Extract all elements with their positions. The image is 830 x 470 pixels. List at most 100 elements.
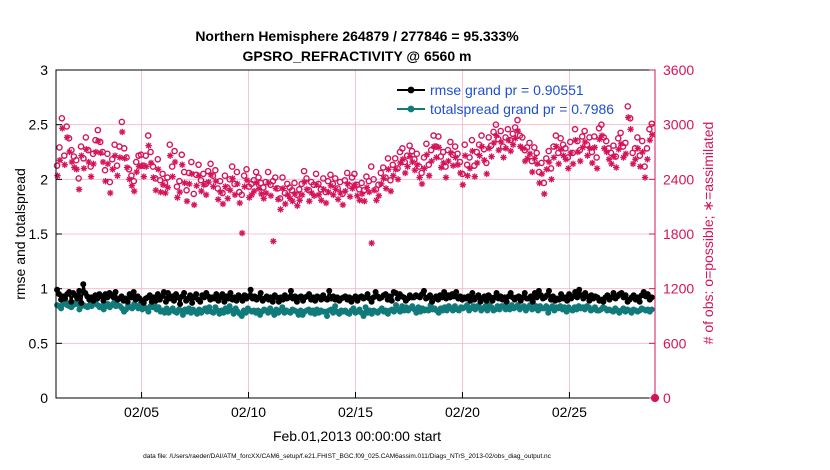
- assimilated-obs-point: [574, 148, 582, 156]
- possible-obs-point: [149, 163, 157, 170]
- assimilated-obs-point: [327, 182, 335, 189]
- rmse-point: [68, 298, 75, 305]
- possible-obs-point: [648, 120, 656, 128]
- assimilated-obs-point: [87, 173, 95, 180]
- assimilated-obs-point: [452, 154, 459, 161]
- possible-obs-point: [610, 142, 617, 149]
- left-y-axis: 0 0.5 1 1.5 2 2.5 3: [29, 62, 62, 406]
- assimilated-obs-point: [274, 196, 282, 203]
- assimilated-obs-point: [265, 179, 272, 187]
- assimilated-obs-point: [145, 142, 152, 149]
- assimilated-obs-point: [390, 172, 397, 179]
- assimilated-obs-point: [615, 146, 622, 153]
- possible-obs-point: [478, 132, 485, 139]
- assimilated-obs-point: [193, 182, 200, 189]
- possible-obs-point: [303, 175, 310, 182]
- possible-obs-point: [319, 175, 327, 182]
- assimilated-obs-point: [593, 165, 601, 172]
- assimilated-obs-point: [637, 163, 644, 170]
- assimilated-obs-point: [579, 144, 586, 151]
- assimilated-obs-point: [649, 131, 656, 138]
- right-y-tick-label: 3600: [663, 62, 694, 78]
- assimilated-obs-point: [258, 190, 265, 198]
- left-y-tick-label: 2.5: [29, 117, 49, 133]
- assimilated-obs-point: [181, 179, 188, 187]
- assimilated-obs-point: [644, 156, 651, 163]
- assimilated-obs-point: [342, 187, 349, 195]
- assimilated-obs-point: [205, 178, 212, 186]
- assimilated-obs-point: [411, 167, 419, 174]
- right-y-tick-label: 1200: [663, 281, 694, 297]
- assimilated-obs-point: [433, 154, 440, 161]
- assimilated-obs-point: [320, 186, 327, 193]
- assimilated-obs-point: [457, 169, 464, 177]
- possible-obs-point: [379, 164, 387, 171]
- assimilated-obs-point: [385, 166, 392, 173]
- assimilated-obs-point: [557, 146, 565, 153]
- possible-obs-point: [190, 190, 198, 198]
- assimilated-obs-point: [483, 170, 490, 178]
- assimilated-obs-point: [102, 177, 109, 185]
- possible-obs-point: [178, 151, 186, 159]
- possible-obs-point: [454, 150, 461, 158]
- assimilated-obs-point: [294, 202, 301, 209]
- assimilated-obs-point: [114, 172, 121, 179]
- possible-obs-point: [238, 191, 246, 199]
- possible-obs-point: [643, 145, 651, 152]
- assimilated-obs-point: [541, 190, 548, 198]
- assimilated-obs-point: [562, 156, 570, 163]
- rmse-point: [648, 294, 655, 301]
- possible-obs-point: [638, 137, 646, 145]
- totalspread-point: [360, 313, 367, 319]
- rmse-point: [124, 298, 131, 305]
- rmse-point: [247, 286, 254, 293]
- possible-obs-point: [387, 176, 394, 184]
- assimilated-obs-point: [277, 206, 284, 213]
- possible-obs-point: [593, 154, 600, 161]
- assimilated-obs-point: [490, 139, 498, 147]
- possible-obs-point: [195, 161, 202, 169]
- possible-obs-point: [552, 132, 560, 139]
- possible-obs-point: [82, 134, 90, 141]
- assimilated-obs-point: [272, 185, 279, 192]
- assimilated-obs-point: [162, 189, 169, 197]
- possible-obs-point: [377, 169, 385, 177]
- assimilated-obs-point: [229, 175, 236, 182]
- possible-obs-point: [526, 139, 533, 147]
- assimilated-obs-point: [435, 144, 442, 151]
- assimilated-obs-point: [296, 197, 303, 204]
- rmse-point: [221, 298, 228, 305]
- assimilated-obs-point: [198, 187, 205, 195]
- totalspread-point: [324, 313, 331, 319]
- assimilated-obs-point: [466, 165, 474, 172]
- assimilated-obs-point: [176, 188, 183, 196]
- assimilated-obs-point: [250, 187, 258, 195]
- assimilated-obs-point: [406, 153, 414, 160]
- assimilated-obs-point: [497, 138, 505, 146]
- possible-obs-point: [490, 128, 497, 136]
- possible-obs-point: [166, 141, 174, 149]
- assimilated-obs-point: [133, 168, 140, 176]
- possible-obs-point: [492, 121, 500, 128]
- x-axis: 02/05 02/10 02/15 02/20 02/25: [124, 392, 587, 420]
- possible-obs-point: [142, 152, 150, 159]
- rmse-point: [441, 288, 448, 295]
- assimilated-obs-point: [555, 160, 562, 168]
- assimilated-obs-point: [502, 145, 510, 152]
- assimilated-obs-point: [613, 164, 620, 171]
- assimilated-obs-point: [533, 160, 541, 168]
- assimilated-obs-point: [488, 153, 495, 160]
- legend-spread-marker: [407, 105, 415, 113]
- assimilated-obs-point: [116, 154, 124, 161]
- assimilated-obs-point: [188, 170, 195, 178]
- assimilated-obs-point: [167, 152, 174, 159]
- data-layer: [53, 103, 660, 403]
- assimilated-obs-point: [358, 190, 366, 198]
- assimilated-obs-point: [59, 125, 66, 132]
- totalspread-point: [145, 308, 152, 315]
- possible-obs-point: [207, 160, 214, 168]
- rmse-point: [610, 290, 617, 297]
- assimilated-obs-point: [416, 174, 423, 181]
- assimilated-obs-point: [428, 157, 435, 165]
- possible-obs-point: [243, 166, 250, 173]
